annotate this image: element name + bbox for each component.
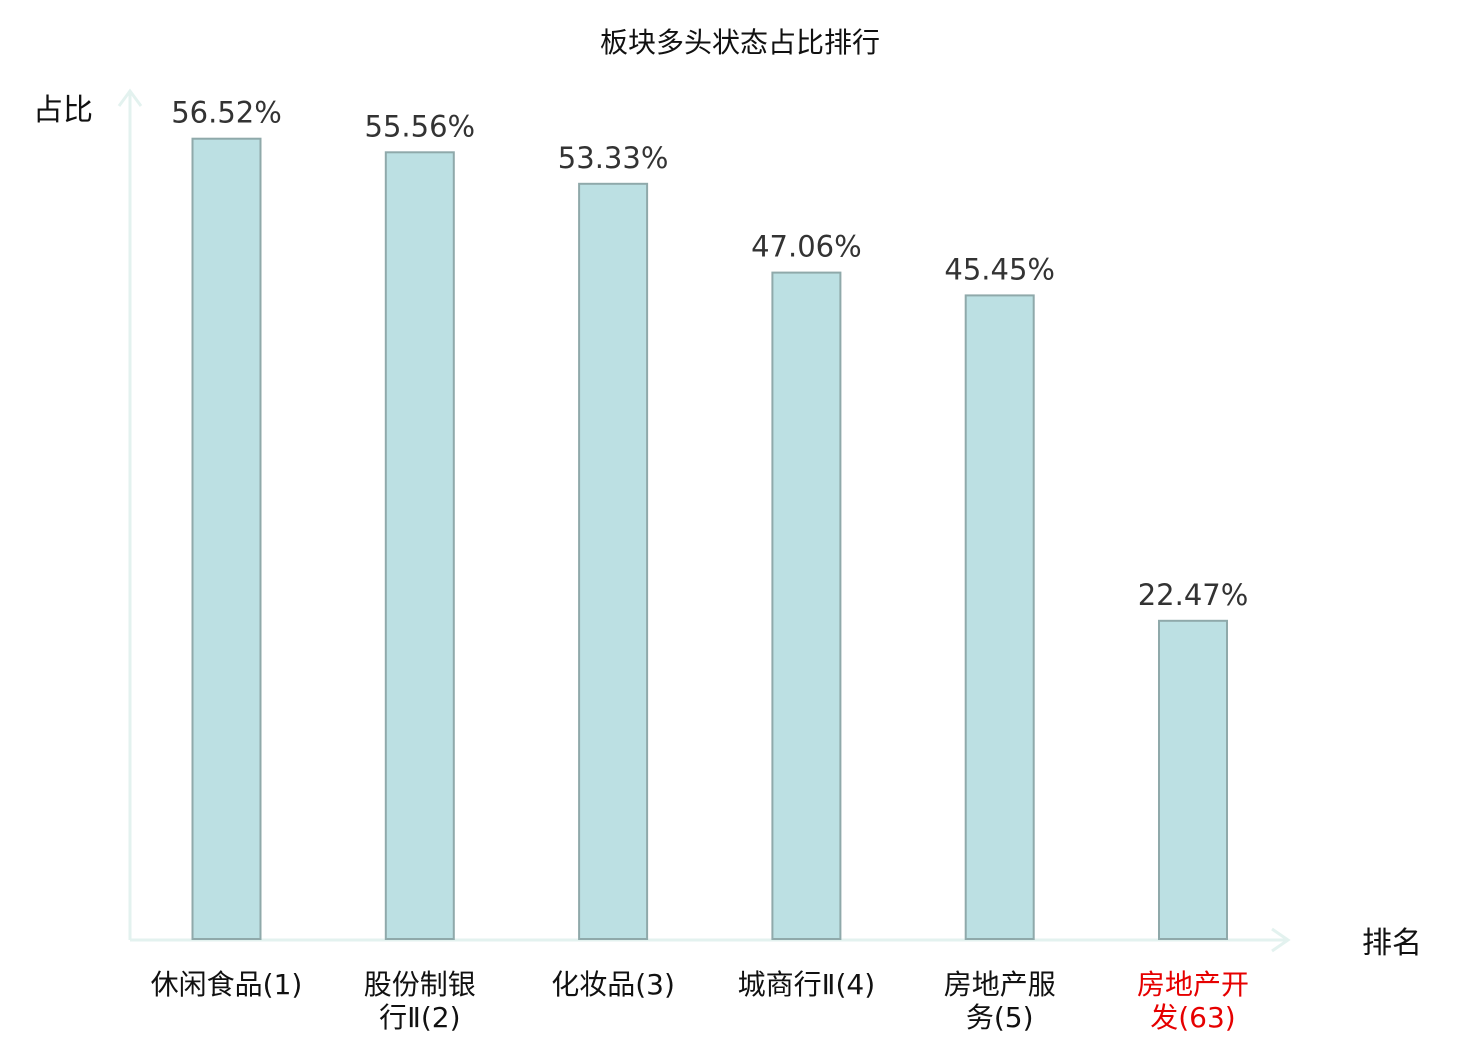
x-tick-label-3: 化妆品(3) bbox=[551, 968, 675, 1001]
value-label-2: 55.56% bbox=[365, 109, 476, 143]
y-axis-arrow bbox=[117, 88, 143, 107]
y-axis-title: 占比 bbox=[33, 93, 93, 128]
x-tick-label-5: 房地产服务(5) bbox=[944, 968, 1056, 1034]
value-labels: 56.52% 55.56% 53.33% 47.06% 45.45% 22.47% bbox=[171, 96, 1248, 612]
chart-title: 板块多头状态占比排行 bbox=[600, 26, 880, 59]
bar-6 bbox=[1158, 619, 1228, 940]
value-label-1: 56.52% bbox=[171, 96, 282, 130]
x-tick-label-1: 休闲食品(1) bbox=[151, 968, 303, 1001]
value-label-4: 47.06% bbox=[751, 230, 862, 264]
x-tick-label-6: 房地产开发(63) bbox=[1137, 968, 1249, 1034]
value-label-5: 45.45% bbox=[944, 252, 1055, 286]
bar-4 bbox=[771, 271, 842, 941]
x-tick-label-4: 城商行Ⅱ(4) bbox=[738, 968, 875, 1001]
axes bbox=[117, 88, 1291, 953]
x-axis-title: 排名 bbox=[1362, 926, 1422, 961]
x-tick-labels: 休闲食品(1) 股份制银行Ⅱ(2) 化妆品(3) 城商行Ⅱ(4) 房地产服务(5) 房地产… bbox=[151, 968, 1249, 1034]
bars bbox=[191, 137, 1228, 941]
value-label-3: 53.33% bbox=[558, 141, 669, 175]
x-tick-label-2: 股份制银行Ⅱ(2) bbox=[364, 968, 476, 1034]
bar-5 bbox=[964, 294, 1035, 940]
bar-3 bbox=[578, 182, 649, 941]
bar-2 bbox=[384, 151, 455, 941]
bar-1 bbox=[191, 137, 262, 940]
value-label-6: 22.47% bbox=[1138, 578, 1249, 612]
x-axis-arrow bbox=[1271, 927, 1291, 953]
